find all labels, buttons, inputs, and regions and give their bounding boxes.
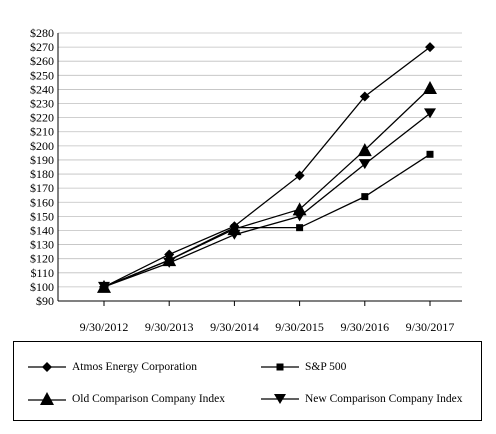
data-point-diamond — [294, 170, 305, 181]
data-point-triangle-down — [98, 281, 110, 292]
legend-label-new-index: New Comparison Company Index — [305, 393, 463, 405]
data-point-triangle-up — [357, 143, 372, 157]
data-point-triangle-down — [228, 229, 241, 240]
y-tick-label: $160 — [30, 195, 54, 209]
legend-item-sp500: S&P 500 — [261, 358, 346, 376]
y-tick-label: $200 — [30, 139, 54, 153]
data-point-diamond — [425, 42, 435, 53]
y-tick-label: $150 — [30, 209, 54, 223]
x-tick-label: 9/30/2012 — [80, 320, 129, 334]
y-tick-label: $110 — [30, 266, 54, 280]
legend: Atmos Energy Corporation S&P 500 Old Com… — [13, 341, 482, 421]
y-tick-label: $250 — [30, 68, 54, 82]
y-tick-label: $100 — [30, 280, 54, 294]
y-tick-label: $190 — [30, 153, 54, 167]
square-marker-icon — [261, 363, 299, 371]
y-tick-label: $130 — [30, 238, 54, 252]
legend-item-old-index: Old Comparison Company Index — [28, 390, 225, 408]
legend-label-atmos: Atmos Energy Corporation — [72, 361, 197, 373]
y-tick-label: $140 — [30, 223, 54, 237]
data-point-triangle-down — [424, 108, 436, 119]
x-tick-label: 9/30/2015 — [275, 320, 324, 334]
data-point-triangle-down — [163, 257, 176, 268]
line-chart: $90$100$110$120$130$140$150$160$170$180$… — [30, 26, 462, 334]
y-tick-label: $210 — [30, 125, 54, 139]
y-tick-label: $270 — [30, 40, 54, 54]
x-tick-label: 9/30/2014 — [210, 320, 259, 334]
x-tick-label: 9/30/2016 — [340, 320, 389, 334]
y-tick-label: $180 — [30, 167, 54, 181]
legend-label-old-index: Old Comparison Company Index — [72, 393, 225, 405]
legend-item-new-index: New Comparison Company Index — [261, 390, 462, 408]
data-point-square — [426, 150, 434, 158]
data-point-triangle-up — [423, 81, 437, 95]
data-point-diamond — [359, 91, 370, 102]
y-tick-label: $90 — [36, 294, 54, 308]
y-tick-label: $280 — [30, 26, 54, 40]
y-tick-label: $230 — [30, 97, 54, 111]
y-tick-label: $220 — [30, 111, 54, 125]
data-point-square — [296, 224, 304, 232]
y-tick-label: $170 — [30, 181, 54, 195]
triangle-up-marker-icon — [28, 392, 66, 405]
data-point-square — [361, 193, 369, 201]
series-line-triangle-up — [103, 87, 431, 288]
y-tick-label: $120 — [30, 252, 54, 266]
legend-item-atmos: Atmos Energy Corporation — [28, 358, 197, 376]
series-line-triangle-down — [103, 112, 431, 288]
y-tick-label: $240 — [30, 82, 54, 96]
y-tick-label: $260 — [30, 54, 54, 68]
legend-label-sp500: S&P 500 — [305, 361, 347, 373]
triangle-down-marker-icon — [261, 394, 299, 404]
x-tick-label: 9/30/2017 — [406, 320, 455, 334]
series-line-diamond — [103, 46, 431, 288]
x-tick-label: 9/30/2013 — [145, 320, 194, 334]
data-point-triangle-down — [358, 159, 371, 170]
diamond-marker-icon — [28, 362, 66, 372]
data-point-triangle-down — [293, 211, 306, 222]
